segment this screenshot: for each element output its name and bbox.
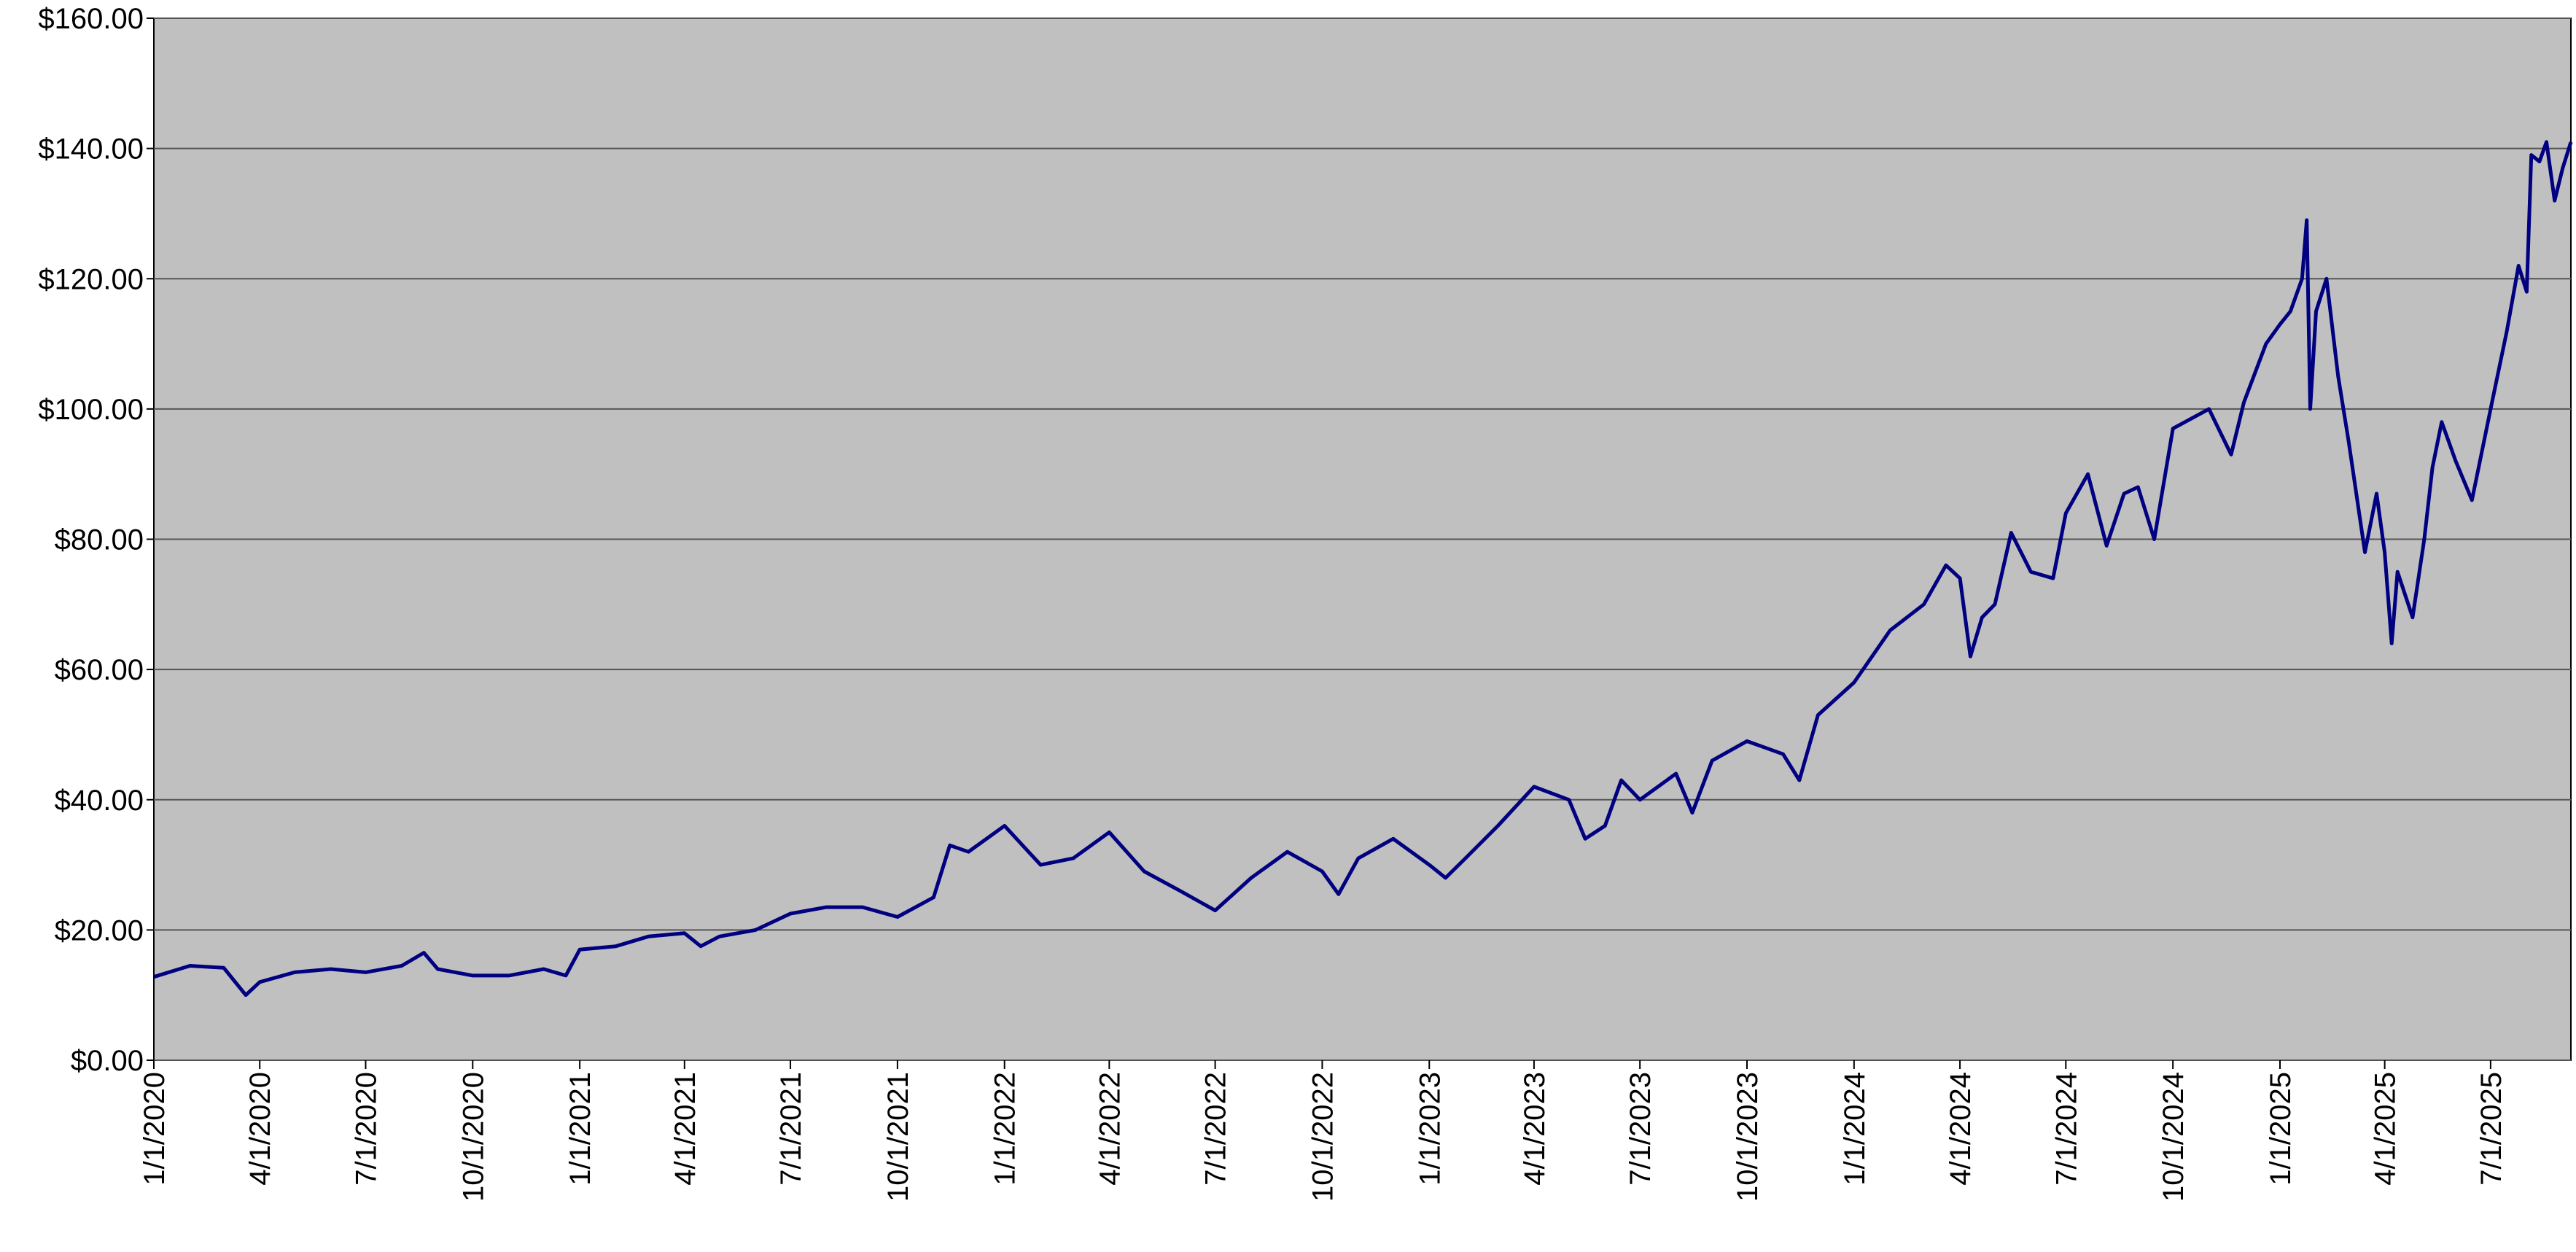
x-tick-label: 10/1/2021 bbox=[882, 1072, 914, 1202]
x-tick-label: 4/1/2025 bbox=[2370, 1072, 2402, 1186]
x-tick-label: 1/1/2022 bbox=[989, 1072, 1022, 1186]
x-tick-label: 7/1/2021 bbox=[775, 1072, 807, 1186]
x-tick-label: 7/1/2023 bbox=[1624, 1072, 1657, 1186]
y-tick-label: $60.00 bbox=[55, 654, 144, 686]
y-tick-label: $120.00 bbox=[38, 263, 144, 295]
y-tick-label: $140.00 bbox=[38, 133, 144, 166]
x-tick-label: 7/1/2024 bbox=[2050, 1072, 2082, 1186]
x-tick-label: 4/1/2020 bbox=[244, 1072, 276, 1186]
y-tick-label: $80.00 bbox=[55, 524, 144, 556]
x-tick-label: 1/1/2025 bbox=[2265, 1072, 2297, 1186]
price-line bbox=[153, 140, 2573, 998]
y-tick-label: $20.00 bbox=[55, 914, 144, 946]
x-tick-label: 1/1/2020 bbox=[139, 1072, 171, 1186]
y-tick-label: $0.00 bbox=[71, 1045, 144, 1077]
x-tick-label: 4/1/2021 bbox=[669, 1072, 701, 1186]
x-tick-label: 7/1/2020 bbox=[350, 1072, 382, 1186]
y-tick-label: $40.00 bbox=[55, 785, 144, 817]
x-tick-label: 1/1/2024 bbox=[1839, 1072, 1871, 1186]
x-tick-label: 4/1/2023 bbox=[1519, 1072, 1551, 1186]
x-tick-label: 10/1/2020 bbox=[457, 1072, 489, 1202]
x-tick-label: 10/1/2023 bbox=[1732, 1072, 1764, 1202]
x-tick-label: 4/1/2022 bbox=[1094, 1072, 1126, 1186]
x-tick-label: 10/1/2024 bbox=[2157, 1072, 2190, 1202]
x-tick-label: 1/1/2021 bbox=[564, 1072, 596, 1186]
y-tick-label: $160.00 bbox=[38, 3, 144, 35]
x-tick-label: 7/1/2022 bbox=[1200, 1072, 1232, 1186]
x-tick-label: 1/1/2023 bbox=[1414, 1072, 1446, 1186]
x-tick-label: 4/1/2024 bbox=[1945, 1072, 1977, 1186]
x-tick-label: 7/1/2025 bbox=[2475, 1072, 2507, 1186]
y-tick-label: $100.00 bbox=[38, 394, 144, 426]
x-tick-label: 10/1/2022 bbox=[1307, 1072, 1339, 1202]
